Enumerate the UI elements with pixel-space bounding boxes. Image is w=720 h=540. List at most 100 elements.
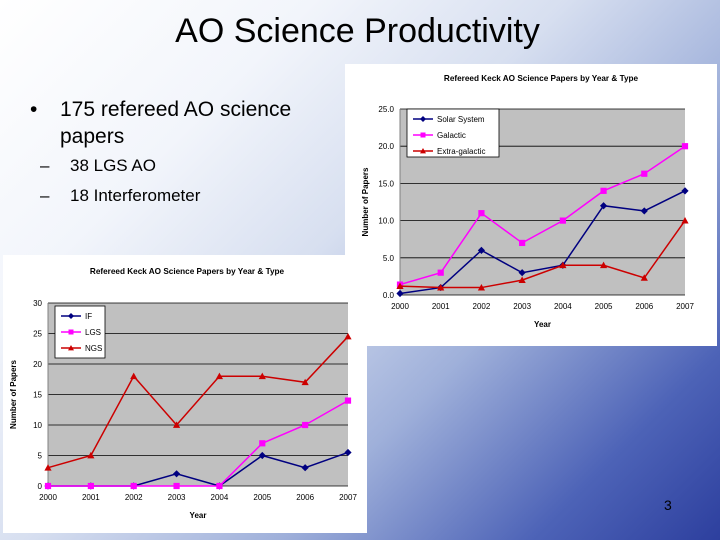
x-tick-label: 2004 <box>554 302 572 311</box>
chart-title: Refereed Keck AO Science Papers by Year … <box>90 267 285 276</box>
y-tick-label: 15 <box>33 391 42 400</box>
subbullet-item: – 18 Interferometer <box>30 182 350 210</box>
data-point-diamond <box>640 207 648 215</box>
data-point-triangle <box>437 283 445 291</box>
x-tick-label: 2005 <box>253 493 271 502</box>
data-point-diamond <box>68 313 74 319</box>
data-point-triangle <box>44 464 52 471</box>
bullet-list: • 175 refereed AO science papers – 38 LG… <box>30 96 350 210</box>
data-point-diamond <box>396 289 404 298</box>
x-tick-label: 2003 <box>513 302 531 311</box>
data-point-diamond <box>420 116 426 122</box>
series-line <box>47 336 349 469</box>
series-line <box>399 145 686 286</box>
data-point-square <box>437 269 444 276</box>
data-point-triangle <box>344 332 352 340</box>
page-number: 3 <box>664 497 672 513</box>
series-line <box>399 190 686 295</box>
y-axis-label: Number of Papers <box>361 167 370 236</box>
data-point-square <box>87 482 94 490</box>
data-point-square <box>600 187 607 194</box>
x-tick-label: 2005 <box>595 302 613 311</box>
x-tick-label: 2006 <box>296 493 314 502</box>
subbullet-text: 18 Interferometer <box>70 186 201 205</box>
legend-label: Solar System <box>437 115 485 124</box>
x-axis-label: Year <box>534 320 551 329</box>
bullet-dot-icon: • <box>30 98 38 121</box>
y-tick-label: 0 <box>38 482 43 491</box>
x-tick-label: 2002 <box>473 302 491 311</box>
y-tick-label: 15.0 <box>378 179 394 188</box>
data-point-triangle <box>215 372 224 380</box>
chart-svg: Refereed Keck AO Science Papers by Year … <box>361 74 694 329</box>
dash-icon: – <box>40 186 50 205</box>
y-axis-label: Number of Papers <box>9 359 18 428</box>
data-point-triangle <box>87 451 95 459</box>
x-tick-label: 2004 <box>211 493 229 502</box>
data-point-square <box>302 421 309 429</box>
data-point-square <box>216 482 223 490</box>
dash-icon: – <box>40 156 50 175</box>
subbullet-text: 38 LGS AO <box>70 156 156 175</box>
y-tick-label: 5 <box>38 452 43 461</box>
legend-label: Galactic <box>437 131 466 140</box>
data-point-triangle <box>301 378 309 386</box>
y-tick-label: 25 <box>33 330 42 339</box>
chart-svg: Refereed Keck AO Science Papers by Year … <box>9 267 357 520</box>
x-tick-label: 2007 <box>339 493 357 502</box>
x-tick-label: 2003 <box>168 493 186 502</box>
x-tick-label: 2000 <box>391 302 409 311</box>
data-point-triangle <box>559 261 567 269</box>
data-point-square <box>641 170 648 177</box>
data-point-square <box>68 329 74 335</box>
x-tick-label: 2001 <box>432 302 450 311</box>
x-axis-label: Year <box>190 511 207 520</box>
data-point-square <box>44 482 52 490</box>
bullet-item: • 175 refereed AO science papers <box>30 96 350 150</box>
series-line <box>399 220 686 289</box>
legend-label: Extra-galactic <box>437 147 485 156</box>
legend-label: NGS <box>85 344 102 353</box>
data-point-square <box>559 217 566 224</box>
data-point-triangle <box>130 372 138 380</box>
slide-title: AO Science Productivity <box>175 12 540 50</box>
y-tick-label: 10.0 <box>378 217 394 226</box>
data-point-square <box>344 397 352 404</box>
data-point-diamond <box>681 187 689 195</box>
data-point-triangle <box>68 345 74 351</box>
x-tick-label: 2002 <box>125 493 143 502</box>
data-point-triangle <box>420 148 426 154</box>
chart-papers-by-type-if-lgs-ngs: Refereed Keck AO Science Papers by Year … <box>3 255 367 533</box>
data-point-diamond <box>344 448 352 457</box>
data-point-triangle <box>396 282 404 289</box>
data-point-square <box>519 239 526 247</box>
data-point-square <box>478 210 485 217</box>
data-point-triangle <box>599 261 608 269</box>
data-point-triangle <box>172 421 181 428</box>
chart-title: Refereed Keck AO Science Papers by Year … <box>444 74 639 83</box>
data-point-triangle <box>518 276 526 283</box>
data-point-square <box>681 143 689 150</box>
y-tick-label: 10 <box>33 421 42 430</box>
data-point-square <box>173 482 180 490</box>
y-tick-label: 0.0 <box>383 291 395 300</box>
x-tick-label: 2001 <box>82 493 100 502</box>
chart-papers-by-type-solar-galactic: Refereed Keck AO Science Papers by Year … <box>345 64 717 346</box>
y-tick-label: 25.0 <box>378 105 394 114</box>
y-tick-label: 5.0 <box>383 254 395 263</box>
data-point-square <box>420 132 426 138</box>
data-point-triangle <box>640 274 648 281</box>
bullet-text: 175 refereed AO science papers <box>60 98 292 148</box>
data-point-triangle <box>258 372 266 380</box>
legend-label: IF <box>85 312 92 321</box>
data-point-diamond <box>172 470 181 478</box>
data-point-triangle <box>681 217 689 224</box>
data-point-diamond <box>599 202 608 210</box>
subbullet-item: – 38 LGS AO <box>30 152 350 180</box>
x-tick-label: 2000 <box>39 493 57 502</box>
legend-label: LGS <box>85 328 101 337</box>
series-line <box>48 399 349 487</box>
y-tick-label: 20 <box>33 360 42 369</box>
x-tick-label: 2007 <box>676 302 694 311</box>
data-point-square <box>130 482 137 490</box>
